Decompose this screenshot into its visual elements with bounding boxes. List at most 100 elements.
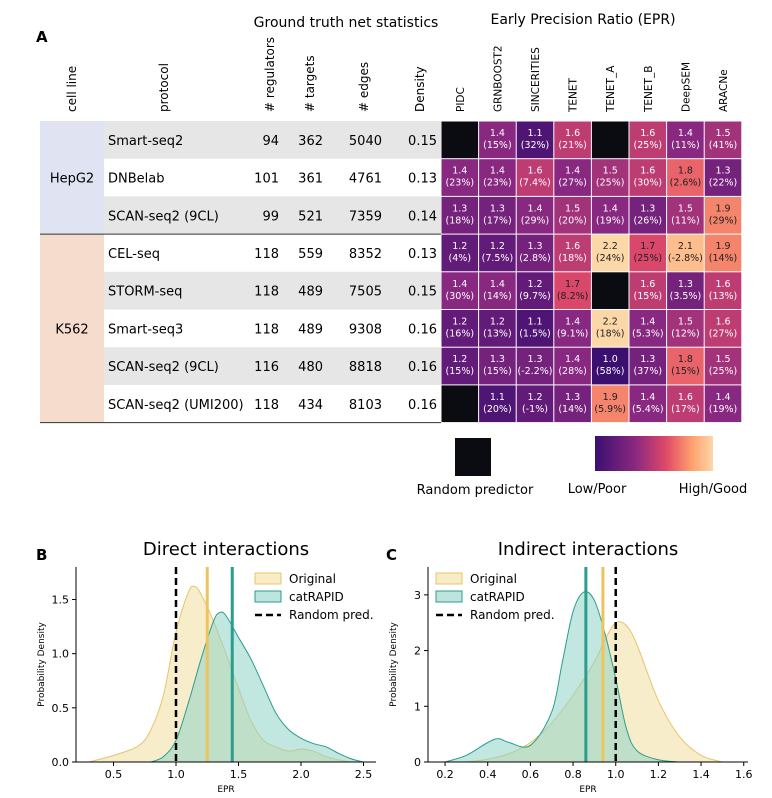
heatmap-cell-value: 1.8 <box>678 166 693 177</box>
x-tick-label: 0.5 <box>105 768 123 781</box>
protocol-cell: SCAN-seq2 (9CL) <box>108 209 219 224</box>
heatmap-cell-percent: (2.8%) <box>519 253 551 264</box>
heatmap-cell-percent: (14%) <box>483 291 512 302</box>
targets-cell: 489 <box>298 285 323 300</box>
heatmap-cell-percent: (2.6%) <box>670 178 702 189</box>
heatmap-cell <box>516 272 554 309</box>
heatmap-cell <box>667 310 704 347</box>
heatmap-cell-percent: (19%) <box>709 404 738 415</box>
heatmap-cell-percent: (11%) <box>671 215 700 226</box>
heatmap-cell <box>704 234 742 272</box>
heatmap-cell-value: 1.4 <box>640 392 655 403</box>
heatmap-cell-value: 1.9 <box>603 392 618 403</box>
heatmap-cell-percent: (32%) <box>521 140 550 151</box>
protocol-cell: SCAN-seq2 (UMI200) <box>108 398 244 413</box>
heatmap-cell <box>629 347 667 385</box>
heatmap-cell <box>516 310 554 347</box>
heatmap-cell-percent: (27%) <box>558 178 587 189</box>
heatmap-cell <box>629 272 667 309</box>
heatmap-cell <box>441 272 479 309</box>
targets-cell: 480 <box>298 360 323 375</box>
heatmap-cell-percent: (16%) <box>446 329 475 340</box>
legend-label: catRAPID <box>289 590 344 604</box>
density-line-catrapid <box>444 591 680 763</box>
heatmap-cell-value: 2.2 <box>603 241 618 252</box>
heatmap-cell-value: 1.4 <box>565 317 580 328</box>
heatmap-cell-percent: (5.4%) <box>632 404 664 415</box>
heatmap-cell-value: 1.4 <box>603 203 618 214</box>
heatmap-cell-percent: (17%) <box>483 215 512 226</box>
heatmap-cell-value: 1.6 <box>640 128 655 139</box>
heatmap-cell <box>629 121 667 159</box>
heatmap-cell <box>629 196 667 234</box>
heatmap-cell <box>704 385 742 423</box>
protocol-cell: Smart-seq3 <box>108 322 183 337</box>
heatmap-cell <box>591 159 629 196</box>
heatmap-cell-percent: (20%) <box>483 404 512 415</box>
heatmap-cell-percent: (7.4%) <box>519 178 551 189</box>
heatmap-cell-value: 1.5 <box>678 317 693 328</box>
heatmap-cell-value: 1.3 <box>452 203 467 214</box>
x-tick-label: 1.5 <box>230 768 248 781</box>
heatmap-cell-percent: (23%) <box>483 178 512 189</box>
legend-label: Random pred. <box>470 608 555 622</box>
legend-swatch <box>254 572 282 585</box>
x-tick-label: 1.0 <box>607 768 625 781</box>
heatmap-cell <box>629 234 667 272</box>
heatmap-cell-value: 1.3 <box>527 354 542 365</box>
x-tick-label: 1.4 <box>692 768 710 781</box>
method-header-tenet-a: TENET_A <box>605 65 617 113</box>
heatmap-cell-value: 1.6 <box>715 279 730 290</box>
heatmap-cell-percent: (29%) <box>521 215 550 226</box>
heatmap-cell-value: 1.6 <box>565 128 580 139</box>
heatmap-cell-percent: (58%) <box>596 366 625 377</box>
heatmap-cell <box>441 234 479 272</box>
heatmap-cell-value: 1.6 <box>678 392 693 403</box>
regulators-cell: 116 <box>254 360 279 375</box>
heatmap-cell-percent: (30%) <box>634 178 663 189</box>
heatmap-cell-value: 1.3 <box>490 203 505 214</box>
x-tick-label: 1.6 <box>735 768 753 781</box>
heatmap-cell <box>441 347 479 385</box>
legend-label: Original <box>289 572 336 586</box>
heatmap-cell-percent: (1.5%) <box>519 329 551 340</box>
edges-cell: 7505 <box>349 285 382 300</box>
group-band-k562 <box>40 234 104 423</box>
heatmap-cell-percent: (29%) <box>709 215 738 226</box>
edges-cell: 8818 <box>349 360 382 375</box>
heatmap-cell <box>516 159 554 196</box>
heatmap-cell-value: 1.4 <box>640 317 655 328</box>
heatmap-cell-value: 1.2 <box>527 392 542 403</box>
heatmap-cell <box>667 159 704 196</box>
heatmap-cell-percent: (41%) <box>709 140 738 151</box>
heatmap-cell-random <box>591 121 629 159</box>
density-header: Density <box>413 66 427 112</box>
regulators-cell: 118 <box>254 322 279 337</box>
heatmap-cell <box>479 234 516 272</box>
heatmap-cell <box>516 347 554 385</box>
row-shade <box>104 121 441 159</box>
y-tick-label: 1 <box>414 700 421 713</box>
targets-cell: 521 <box>298 209 323 224</box>
heatmap-cell-percent: (25%) <box>634 253 663 264</box>
heatmap-cell-value: 1.4 <box>490 166 505 177</box>
heatmap-cell-percent: (15%) <box>671 366 700 377</box>
heatmap-cell <box>704 121 742 159</box>
heatmap-cell-value: 1.5 <box>715 354 730 365</box>
heatmap-cell-value: 1.5 <box>565 203 580 214</box>
heatmap-cell-value: 1.4 <box>565 166 580 177</box>
density-cell: 0.14 <box>408 209 437 224</box>
heatmap-cell-value: 1.2 <box>490 241 505 252</box>
y-tick-label: 1.5 <box>52 594 70 607</box>
heatmap-cell-percent: (-2.8%) <box>668 253 703 264</box>
heatmap-cell <box>667 385 704 423</box>
heatmap-cell <box>554 347 591 385</box>
edges-cell: 9308 <box>349 322 382 337</box>
heatmap-cell-value: 1.9 <box>715 203 730 214</box>
heatmap-cell-percent: (19%) <box>596 215 625 226</box>
heatmap-cell <box>591 347 629 385</box>
heatmap-cell-percent: (9.1%) <box>557 329 589 340</box>
density-cell: 0.13 <box>408 172 437 187</box>
heatmap-cell-value: 1.1 <box>527 128 542 139</box>
density-line-catrapid <box>150 611 364 763</box>
